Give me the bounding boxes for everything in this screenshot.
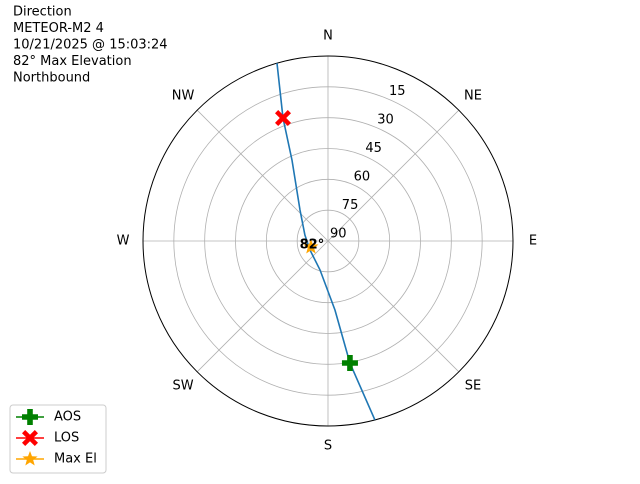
direction-label: N: [323, 29, 333, 44]
r-tick-label: 30: [377, 113, 394, 128]
r-tick-label: 75: [342, 198, 359, 213]
grid-ring: [204, 117, 452, 365]
direction-label: NE: [464, 89, 482, 104]
marker: [341, 354, 358, 371]
trajectory: [276, 63, 376, 421]
direction-label: E: [529, 234, 537, 249]
legend: AOS LOS Max El: [9, 404, 107, 474]
r-tick-label: 60: [354, 170, 371, 185]
annotation: 82°: [300, 238, 325, 253]
info-line: 10/21/2025 @ 15:03:24: [13, 38, 168, 53]
info-line: Northbound: [13, 71, 90, 86]
info-line: Direction: [13, 5, 72, 20]
legend-box: [9, 404, 107, 474]
legend-marker: [22, 451, 38, 466]
outer-frame: [142, 55, 514, 427]
legend-label: AOS: [54, 410, 81, 425]
direction-label: S: [324, 439, 332, 454]
legend-marker: [22, 409, 38, 425]
legend-label: Max El: [54, 452, 97, 467]
direction-label: W: [117, 234, 130, 249]
marker: [303, 239, 319, 254]
info-line: 82° Max Elevation: [13, 54, 132, 69]
direction-label: NW: [172, 89, 195, 104]
marker: [275, 110, 292, 127]
r-tick-label: 15: [389, 84, 406, 99]
grid-ring: [265, 178, 391, 304]
grid-ring: [173, 86, 483, 396]
direction-label: SE: [465, 378, 481, 393]
r-tick-label: 45: [365, 141, 382, 156]
grid-ring: [296, 209, 360, 273]
grid-ring: [235, 148, 421, 334]
direction-label: SW: [172, 378, 193, 393]
r-tick-label: 90: [330, 227, 347, 242]
legend-marker: [22, 430, 38, 446]
legend-label: LOS: [54, 431, 79, 446]
info-line: METEOR-M2 4: [13, 21, 104, 36]
